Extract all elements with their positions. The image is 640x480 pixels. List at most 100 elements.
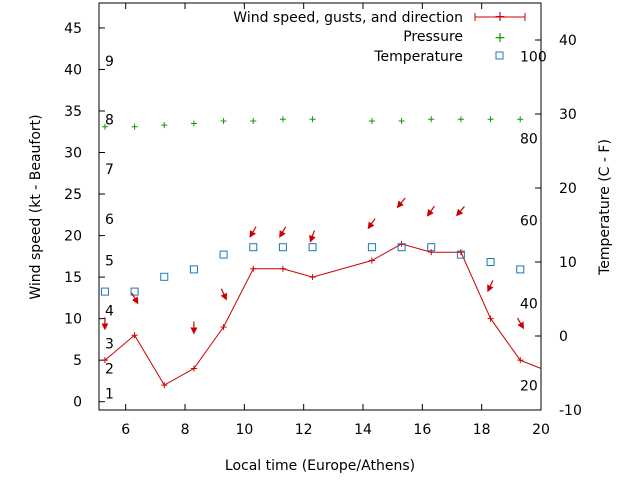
pressure-point [279, 116, 286, 123]
temperature-point [516, 265, 525, 274]
beaufort-label: 1 [105, 386, 114, 402]
beaufort-label: 5 [105, 253, 114, 269]
y-right-tick-label: 0 [559, 329, 568, 345]
x-tick-label: 14 [354, 422, 372, 438]
fahrenheit-label: 80 [520, 131, 538, 147]
fahrenheit-labels: 20 40 60 80 100 [520, 49, 547, 394]
wind-speed-point [250, 265, 257, 272]
y-left-tick-label: 35 [64, 104, 82, 120]
beaufort-label: 6 [105, 212, 114, 228]
wind-direction-arrow [249, 226, 257, 238]
y-left-tick-label: 25 [64, 187, 82, 203]
plot-frame [98, 2, 542, 411]
wind-speed-point [101, 357, 108, 364]
wind-speed-point [190, 365, 197, 372]
beaufort-label: 7 [105, 162, 114, 178]
wind-direction-arrow [516, 317, 524, 330]
x-tick-label: 18 [473, 422, 491, 438]
y-axis-label-right: Temperature (C - F) [597, 139, 613, 276]
wind-direction-arrow [396, 197, 406, 209]
wind-speed-point [131, 332, 138, 339]
temperature-point [397, 243, 406, 252]
pressure-point [220, 117, 227, 124]
series-layer [100, 116, 542, 389]
axis-ticks: 6 8 10 12 14 16 18 20051015202530354045-1001020… [64, 3, 582, 438]
beaufort-label: 3 [105, 337, 114, 353]
wind-direction-arrow [131, 292, 139, 305]
y-left-tick-label: 0 [73, 395, 82, 411]
fahrenheit-label: 100 [520, 49, 547, 65]
pressure-point [368, 117, 375, 124]
y-left-tick-label: 45 [64, 21, 82, 37]
y-left-tick-label: 10 [64, 312, 82, 328]
wind-direction-arrow [309, 230, 316, 243]
wind-direction-arrow [367, 218, 376, 230]
y-left-tick-label: 15 [64, 270, 82, 286]
wind-direction-arrow [279, 226, 287, 238]
fahrenheit-label: 40 [520, 296, 538, 312]
legend: Wind speed, gusts, and direction + Press… [233, 9, 526, 65]
wind-speed-line [104, 243, 542, 386]
temperature-point [367, 243, 376, 252]
temperature-point [456, 250, 465, 259]
y-right-tick-label: 10 [559, 255, 577, 271]
y-right-tick-label: 40 [559, 33, 577, 49]
temperature-point [130, 287, 139, 296]
temperature-point [249, 243, 258, 252]
wind-direction-arrow [426, 205, 435, 217]
x-tick-label: 16 [413, 422, 431, 438]
pressure-point [309, 116, 316, 123]
temperature-point [278, 243, 287, 252]
x-tick-label: 12 [295, 422, 313, 438]
legend-swatch-pressure: + [494, 30, 506, 46]
wind-speed-point [457, 249, 464, 256]
x-tick-label: 20 [532, 422, 550, 438]
temperature-point [219, 250, 228, 259]
y-left-tick-label: 20 [64, 229, 82, 245]
legend-swatch-temperature [495, 51, 504, 60]
pressure-point [101, 123, 108, 130]
pressure-point [487, 116, 494, 123]
beaufort-label: 8 [105, 112, 114, 128]
pressure-point [190, 120, 197, 127]
x-tick-label: 6 [121, 422, 130, 438]
pressure-point [131, 123, 138, 130]
beaufort-labels: 1 2 3 4 5 6 7 8 9 [105, 54, 114, 402]
temperature-point [160, 272, 169, 281]
wind-direction-arrow [220, 288, 227, 301]
y-left-tick-label: 30 [64, 146, 82, 162]
wind-direction-arrows [101, 197, 524, 335]
wind-speed-point [279, 265, 286, 272]
temperature-point [189, 265, 198, 274]
wind-speed-point [517, 357, 524, 364]
pressure-point [428, 116, 435, 123]
pressure-point [250, 117, 257, 124]
fahrenheit-label: 20 [520, 379, 538, 395]
wind-speed-point [368, 257, 375, 264]
y-left-tick-label: 5 [73, 353, 82, 369]
y-right-tick-label: 30 [559, 107, 577, 123]
legend-label-wind: Wind speed, gusts, and direction [233, 10, 463, 26]
beaufort-label: 2 [105, 361, 114, 377]
wind-speed-point [309, 274, 316, 281]
fahrenheit-label: 60 [520, 214, 538, 230]
y-left-tick-label: 40 [64, 62, 82, 78]
temperature-point [427, 243, 436, 252]
wind-direction-arrow [456, 206, 465, 217]
y-axis-label-left: Wind speed (kt - Beaufort) [28, 114, 44, 299]
legend-swatch-wind-cross: + [494, 9, 506, 25]
wind-direction-arrow [487, 280, 494, 293]
pressure-point [398, 117, 405, 124]
wind-speed-point [220, 323, 227, 330]
y-right-tick-label: 20 [559, 181, 577, 197]
x-axis-label: Local time (Europe/Athens) [225, 458, 415, 474]
pressure-point [457, 116, 464, 123]
wind-speed-point [161, 382, 168, 389]
wind-speed-point [428, 249, 435, 256]
pressure-point [161, 122, 168, 129]
y-right-tick-label: -10 [559, 403, 582, 419]
x-tick-label: 8 [181, 422, 190, 438]
beaufort-label: 9 [105, 54, 114, 70]
temperature-point [100, 287, 109, 296]
